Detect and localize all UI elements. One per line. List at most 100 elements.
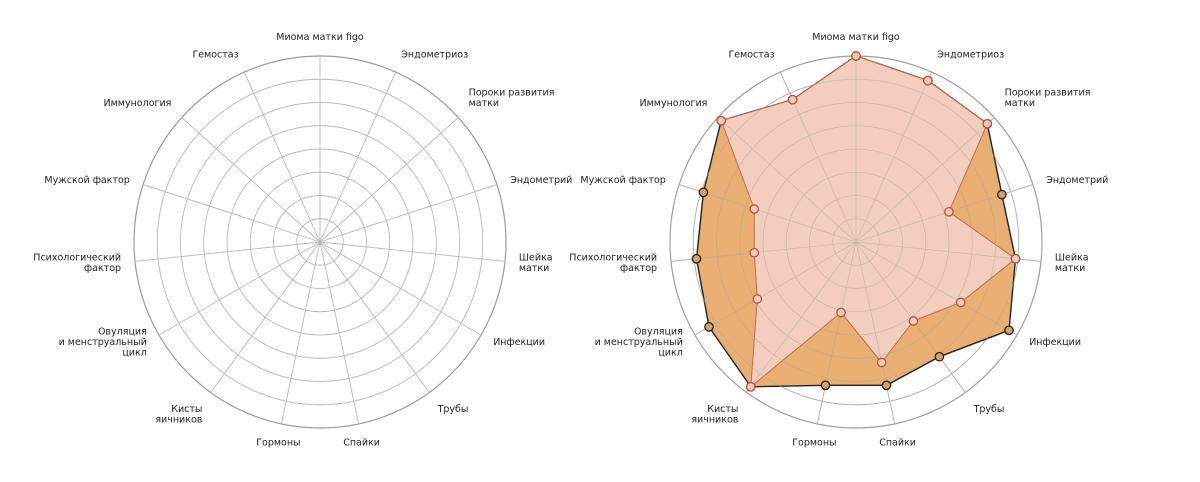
category-label-line: Овуляция xyxy=(634,327,683,338)
category-label-line: цикл xyxy=(122,348,146,359)
category-label: Гормоны xyxy=(792,438,836,449)
category-label: Мужской фактор xyxy=(44,175,129,186)
category-label-line: Гормоны xyxy=(792,438,836,449)
category-label-line: и менструальный xyxy=(595,337,683,348)
category-label-line: Овуляция xyxy=(98,327,147,338)
data-point xyxy=(691,253,702,264)
category-label: Трубы xyxy=(973,404,1005,415)
category-label-line: Мужской фактор xyxy=(44,175,129,186)
category-label-line: Иммунология xyxy=(640,98,708,109)
data-point xyxy=(752,294,763,304)
grid-spoke xyxy=(134,241,321,262)
grid-spoke xyxy=(319,241,506,262)
data-point xyxy=(997,189,1007,200)
grid-spoke xyxy=(158,241,321,336)
data-point xyxy=(944,206,954,217)
category-label: Иммунология xyxy=(640,98,708,109)
data-point xyxy=(836,307,846,318)
grid-spoke xyxy=(319,241,430,393)
category-label: Кисты яичников xyxy=(691,404,738,426)
category-label: Гемостаз xyxy=(728,49,774,60)
category-label: Трубы xyxy=(437,404,469,415)
category-label-line: Спайки xyxy=(343,438,380,449)
series-1-markers xyxy=(716,51,1021,392)
data-point xyxy=(881,380,892,391)
category-label-line: Эндометриоз xyxy=(401,49,468,60)
category-label-line: Кисты xyxy=(707,404,738,415)
category-label-line: цикл xyxy=(658,348,682,359)
category-label: Эндометриоз xyxy=(401,49,468,60)
category-label: Эндометриоз xyxy=(937,49,1004,60)
category-label-line: Мужской фактор xyxy=(580,175,665,186)
data-point xyxy=(982,118,993,129)
category-label-line: Эндометриоз xyxy=(937,49,1004,60)
category-label: Эндометрий xyxy=(510,175,572,186)
data-point xyxy=(820,380,831,391)
category-label: Психологический фактор xyxy=(569,253,657,275)
category-label-line: Спайки xyxy=(879,438,916,449)
category-label: Овуляция и менструальный цикл xyxy=(595,327,683,359)
grid-spoke xyxy=(280,241,321,425)
category-label-line: Психологический xyxy=(33,253,121,264)
category-label-line: Кисты xyxy=(171,404,202,415)
series-area xyxy=(720,55,1016,388)
category-label-line: Инфекции xyxy=(493,337,545,348)
category-labels: Миома матки figo Эндометриоз Пороки развит… xyxy=(569,32,1108,449)
grid-spoke xyxy=(319,241,482,336)
grid-spoke-overlay xyxy=(746,241,857,393)
grid-spoke-overlay xyxy=(855,71,933,243)
category-label-line: матки xyxy=(1055,263,1085,274)
data-point xyxy=(955,297,966,308)
grid-spoke xyxy=(142,184,321,243)
category-label-line: матки xyxy=(519,263,549,274)
data-point xyxy=(716,115,727,126)
category-label-line: Эндометрий xyxy=(510,175,572,186)
category-label-line: Гемостаз xyxy=(192,49,238,60)
data-point xyxy=(923,75,933,86)
category-label-line: и менструальный xyxy=(59,337,147,348)
grid-spoke-overlay xyxy=(694,241,857,336)
category-label-line: Трубы xyxy=(437,404,469,415)
category-label: Инфекции xyxy=(493,337,545,348)
category-label-line: Пороки развития xyxy=(1005,88,1091,99)
grid-spoke-overlay xyxy=(670,241,857,262)
data-point xyxy=(704,322,714,332)
data-point xyxy=(749,204,760,214)
category-label-line: Психологический xyxy=(569,253,657,264)
category-label: Гемостаз xyxy=(192,49,238,60)
category-label: Шейка матки xyxy=(519,253,553,275)
data-point xyxy=(1010,253,1021,264)
category-labels: Миома матки figo Эндометриоз Пороки развит… xyxy=(33,32,572,449)
grid-spoke-overlay xyxy=(678,184,857,243)
grid-overlay xyxy=(669,55,1043,429)
data-point xyxy=(787,94,798,105)
grid-spoke xyxy=(319,184,498,243)
category-label: Пороки развития матки xyxy=(469,88,555,110)
grid-spoke-overlay xyxy=(855,241,1042,262)
category-label-line: яичников xyxy=(691,414,738,425)
category-label: Психологический фактор xyxy=(33,253,121,275)
grid-spoke xyxy=(210,241,321,393)
radar-chart-empty: Миома матки figo Эндометриоз Пороки развит… xyxy=(33,32,572,449)
category-label-line: Миома матки figo xyxy=(276,32,364,43)
category-label: Мужской фактор xyxy=(580,175,665,186)
category-label-line: Эндометрий xyxy=(1046,175,1108,186)
data-point xyxy=(934,351,945,362)
series-1 xyxy=(720,55,1016,388)
category-label: Пороки развития матки xyxy=(1005,88,1091,110)
category-label-line: Гормоны xyxy=(256,438,300,449)
grid-spoke-overlay xyxy=(717,117,857,243)
category-label: Инфекции xyxy=(1029,337,1081,348)
category-label: Эндометрий xyxy=(1046,175,1108,186)
data-point xyxy=(749,247,760,258)
data-point xyxy=(908,316,919,326)
grid xyxy=(133,55,507,429)
category-label: Спайки xyxy=(343,438,380,449)
category-label: Овуляция и менструальный цикл xyxy=(59,327,147,359)
data-point xyxy=(876,357,887,368)
grid-spoke xyxy=(319,241,360,425)
category-label-line: Иммунология xyxy=(104,98,172,109)
data-point xyxy=(745,381,756,392)
category-label: Гормоны xyxy=(256,438,300,449)
